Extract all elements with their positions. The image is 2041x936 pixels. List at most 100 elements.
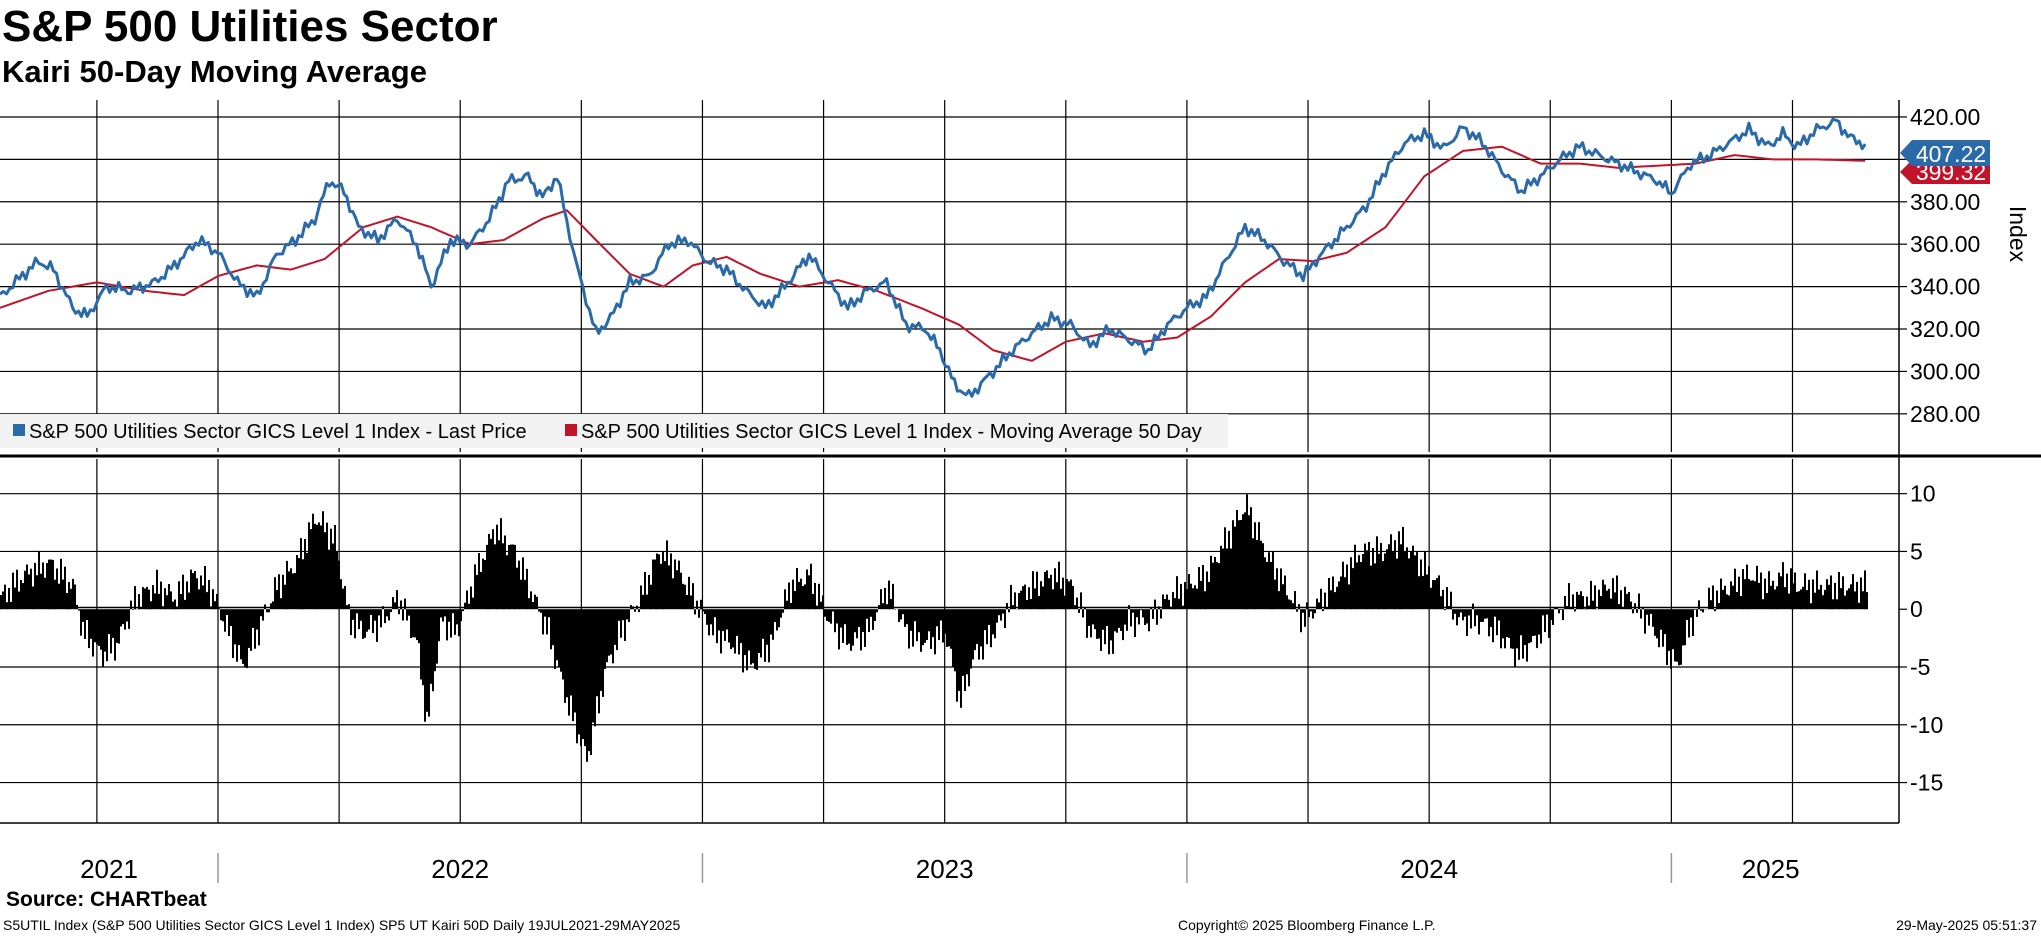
kairi-bar	[8, 588, 10, 610]
kairi-bar	[894, 609, 896, 610]
kairi-bar	[1048, 578, 1050, 610]
kairi-bar	[1712, 585, 1714, 610]
kairi-bar	[1096, 609, 1098, 639]
kairi-bar	[138, 594, 140, 610]
kairi-bar	[1062, 577, 1064, 610]
y-tick-label: 10	[1910, 481, 1936, 507]
kairi-bar	[396, 590, 398, 610]
kairi-bar	[1144, 609, 1146, 625]
kairi-bar	[770, 609, 772, 635]
kairi-bar	[1820, 584, 1822, 610]
kairi-bar	[182, 574, 184, 610]
kairi-bar	[434, 609, 436, 672]
kairi-bar	[1646, 609, 1648, 615]
kairi-bar	[316, 524, 318, 610]
kairi-bar	[1302, 609, 1304, 613]
kairi-bar	[476, 574, 478, 610]
kairi-bar	[254, 609, 256, 649]
kairi-bar	[1398, 531, 1400, 610]
kairi-bar	[1006, 603, 1008, 610]
kairi-bar	[134, 586, 136, 610]
kairi-bar	[1254, 522, 1256, 610]
kairi-bar	[14, 587, 16, 610]
kairi-bar	[262, 609, 264, 621]
kairi-bar	[1008, 609, 1010, 613]
kairi-bar	[1410, 551, 1412, 610]
kairi-bar	[120, 609, 122, 627]
kairi-bar	[1538, 609, 1540, 635]
kairi-bar	[1774, 589, 1776, 610]
kairi-bar	[752, 609, 754, 664]
kairi-bar	[1762, 599, 1764, 610]
kairi-bar	[408, 609, 410, 616]
kairi-bar	[882, 603, 884, 610]
kairi-bar	[1082, 609, 1084, 618]
kairi-bar	[84, 609, 86, 639]
kairi-bar	[44, 577, 46, 610]
kairi-bar	[292, 573, 294, 610]
kairi-bar	[840, 609, 842, 628]
kairi-bar	[20, 580, 22, 610]
kairi-bar	[362, 609, 364, 639]
kairi-bar	[1826, 579, 1828, 610]
kairi-bar	[1422, 575, 1424, 610]
kairi-bar	[1850, 584, 1852, 610]
kairi-bar	[94, 609, 96, 643]
kairi-bar	[280, 598, 282, 610]
kairi-bar	[1472, 603, 1474, 610]
kairi-bar	[198, 589, 200, 610]
kairi-bar	[224, 609, 226, 632]
kairi-bar	[1094, 609, 1096, 630]
moving-average-line	[0, 145, 1866, 362]
kairi-bar	[1352, 568, 1354, 610]
kairi-bar	[1378, 553, 1380, 610]
kairi-bar	[854, 609, 856, 633]
kairi-bar	[1226, 548, 1228, 610]
kairi-bar	[950, 609, 952, 649]
kairi-bar	[1530, 609, 1532, 643]
kairi-bar	[1684, 609, 1686, 646]
kairi-bar	[824, 609, 826, 617]
kairi-bar	[54, 579, 56, 610]
kairi-bar	[358, 609, 360, 630]
kairi-bar	[284, 584, 286, 610]
kairi-bar	[474, 564, 476, 610]
kairi-bar	[1848, 588, 1850, 610]
kairi-bar	[22, 583, 24, 610]
kairi-bar	[616, 609, 618, 651]
kairi-bar	[478, 553, 480, 610]
kairi-bar	[802, 586, 804, 610]
kairi-bar	[104, 609, 106, 652]
kairi-bar	[108, 609, 110, 635]
kairi-bar	[1740, 596, 1742, 610]
kairi-bar	[826, 609, 828, 621]
kairi-bar	[1268, 552, 1270, 610]
kairi-bar	[288, 571, 290, 610]
kairi-bar	[968, 609, 970, 687]
kairi-bar	[946, 609, 948, 647]
kairi-bar	[174, 599, 176, 610]
kairi-bar	[1532, 609, 1534, 636]
kairi-bar	[646, 594, 648, 610]
kairi-bar	[592, 609, 594, 723]
kairi-bar	[1770, 585, 1772, 610]
kairi-bar	[1862, 591, 1864, 610]
kairi-bar	[1734, 568, 1736, 610]
kairi-bar	[1150, 607, 1152, 610]
kairi-bar	[1866, 592, 1868, 610]
kairi-bar	[1736, 592, 1738, 610]
kairi-bar	[424, 609, 426, 722]
kairi-bar	[888, 580, 890, 610]
kairi-bar	[1130, 609, 1132, 627]
kairi-bar	[1660, 609, 1662, 630]
kairi-bar	[794, 591, 796, 610]
kairi-bar	[1760, 572, 1762, 610]
kairi-bar	[756, 609, 758, 670]
y-tick-label: 420.00	[1910, 104, 1980, 130]
kairi-bar	[18, 591, 20, 610]
kairi-bar	[1632, 609, 1634, 614]
footer-copyright: Copyright© 2025 Bloomberg Finance L.P.	[1178, 917, 1436, 933]
kairi-bar	[846, 609, 848, 645]
kairi-bar	[1456, 609, 1458, 626]
kairi-bar	[568, 609, 570, 716]
